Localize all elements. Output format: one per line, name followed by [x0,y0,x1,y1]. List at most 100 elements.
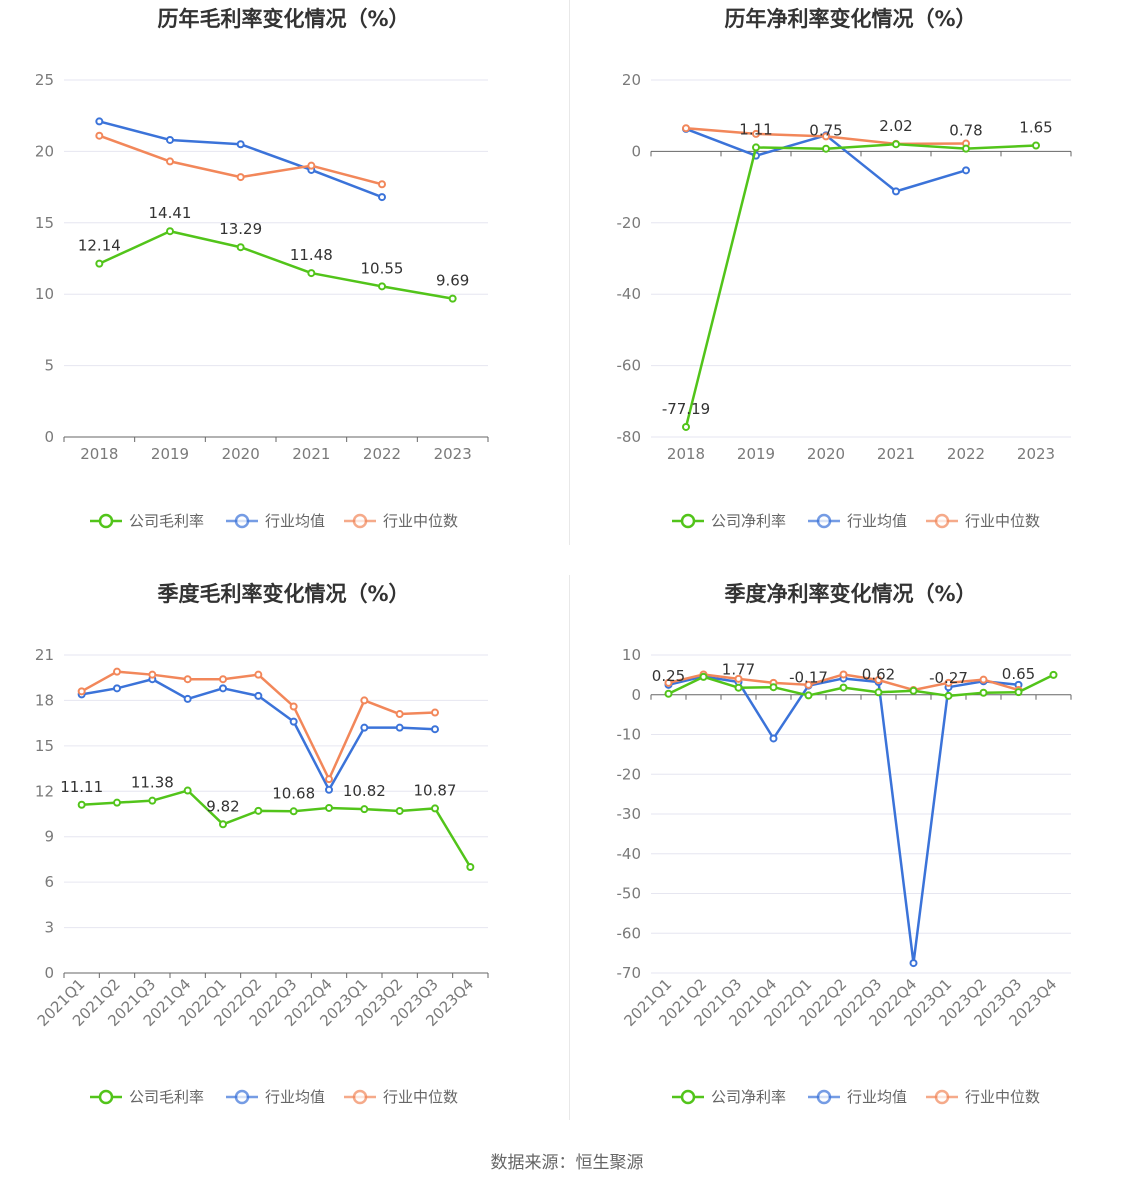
company-data-point [734,683,743,692]
company-data-point [183,786,192,795]
annual-gross-margin-chart: 历年毛利率变化情况（%） 0 5 10 15 20 25 2018 2019 2020 2021 20… [35,7,489,530]
y-tick-label: -10 [617,726,642,744]
company-series-line [667,673,1055,698]
company-data-point [148,796,157,805]
legend-item-company: 公司毛利率 [90,1088,204,1106]
data-source-label: 数据来源：恒生聚源 [490,1153,644,1173]
median-series-line [81,670,436,781]
company-data-label: 0.78 [949,122,982,140]
y-tick-label: -50 [617,885,642,903]
y-tick-label: -30 [617,805,642,823]
company-data-point [236,243,245,252]
company-data-label: 1.77 [722,661,755,679]
quarterly-gross-margin-chart: 季度毛利率变化情况（%）0369121518212021Q12021Q22021… [34,582,489,1106]
median-data-point [431,708,439,717]
company-data-point [166,227,174,236]
chart-title: 季度毛利率变化情况（%） [157,582,409,606]
quarterly-net-margin-panel: 季度净利率变化情况（%） -70 -60 -50 -40 -30 -20 -10 0 10 2021… [567,575,1134,1145]
chart-title: 历年毛利率变化情况（%） [157,7,409,31]
legend-item-company: 公司毛利率 [90,512,204,530]
average-series-line [99,120,383,199]
company-data-point [909,686,918,695]
average-data-point [166,135,174,144]
y-tick-label: 0 [631,686,641,704]
y-tick-label: 21 [35,646,54,664]
y-tick-label: -80 [617,428,642,446]
average-data-point [892,187,900,196]
x-tick-label: 2022 [947,445,985,463]
company-data-label: -77.19 [662,400,710,418]
x-tick-label: 2022 [363,445,401,463]
legend-marker [98,1089,114,1105]
company-data-point [822,144,830,153]
company-data-point [77,800,86,809]
y-tick-label: 10 [35,285,54,303]
y-tick-label: 12 [35,782,54,800]
legend-label: 行业中位数 [965,1088,1040,1106]
median-data-point [822,132,830,141]
legend-marker [934,513,950,529]
median-data-point [360,696,369,705]
company-data-label: 0.25 [652,667,685,685]
legend-item-average: 行业均值 [226,1088,325,1106]
company-data-point [254,806,263,815]
x-tick-label: 2020 [807,445,845,463]
company-data-point [839,683,848,692]
median-data-point [325,775,333,784]
company-data-point [113,798,121,807]
legend-item-median: 行业中位数 [926,1088,1040,1106]
company-data-label: 10.82 [343,782,386,800]
legend-marker [352,513,368,529]
company-data-point [1049,670,1058,679]
average-series-line [668,675,1019,965]
company-data-point [360,805,369,814]
x-tick-label: 2019 [151,445,189,463]
y-tick-label: 20 [622,71,641,89]
legend-marker [934,1089,950,1105]
y-tick-label: 9 [44,828,54,846]
company-data-label: 9.82 [206,797,239,815]
median-data-point [395,710,404,719]
legend-label: 公司毛利率 [129,512,204,530]
annual-gross-margin-panel: 历年毛利率变化情况（%） 0 5 10 15 20 25 2018 2019 2020 2021 20… [0,0,567,570]
legend-label: 行业中位数 [383,512,458,530]
y-tick-label: 0 [44,428,54,446]
y-tick-label: 0 [44,964,54,982]
quarterly-net-margin-chart: 季度净利率变化情况（%）-70-60-50-40-30-20-100102021… [617,582,1072,1106]
y-tick-label: 0 [631,142,641,160]
legend-item-company: 公司净利率 [672,1088,786,1106]
company-data-point [944,691,953,700]
median-data-point [839,670,848,679]
median-data-point [183,675,192,684]
median-data-point [664,678,673,687]
company-data-point [448,294,457,303]
average-data-point [236,140,245,149]
median-data-point [944,678,953,687]
y-tick-label: 10 [622,646,641,664]
y-tick-label: -40 [617,285,642,303]
x-tick-label: 2019 [737,445,775,463]
company-data-point [769,683,778,692]
average-data-point [378,193,386,202]
median-data-point [734,674,743,683]
y-tick-label: -60 [617,924,642,942]
median-data-point [166,157,174,166]
annual-net-margin-chart: 历年净利率变化情况（%） -80 -60 -40 -20 0 20 2018 2019 2020 2… [617,7,1072,530]
company-data-point [1032,141,1040,150]
company-data-label: 2.02 [879,117,912,135]
company-data-label: 1.11 [739,120,772,138]
company-data-point [1014,688,1023,697]
median-data-point [289,702,298,711]
annual-net-margin-panel: 历年净利率变化情况（%） -80 -60 -40 -20 0 20 2018 2019 2020 2… [567,0,1134,570]
median-data-point [804,680,813,689]
legend-item-company: 公司净利率 [672,512,786,530]
y-tick-label: 25 [35,71,54,89]
median-data-point [254,670,263,679]
company-data-point [979,688,988,697]
median-data-point [236,173,245,182]
legend-marker [234,513,250,529]
y-tick-label: 5 [44,357,54,375]
y-tick-label: -40 [617,845,642,863]
average-data-point [254,691,263,700]
company-data-point [874,688,883,697]
